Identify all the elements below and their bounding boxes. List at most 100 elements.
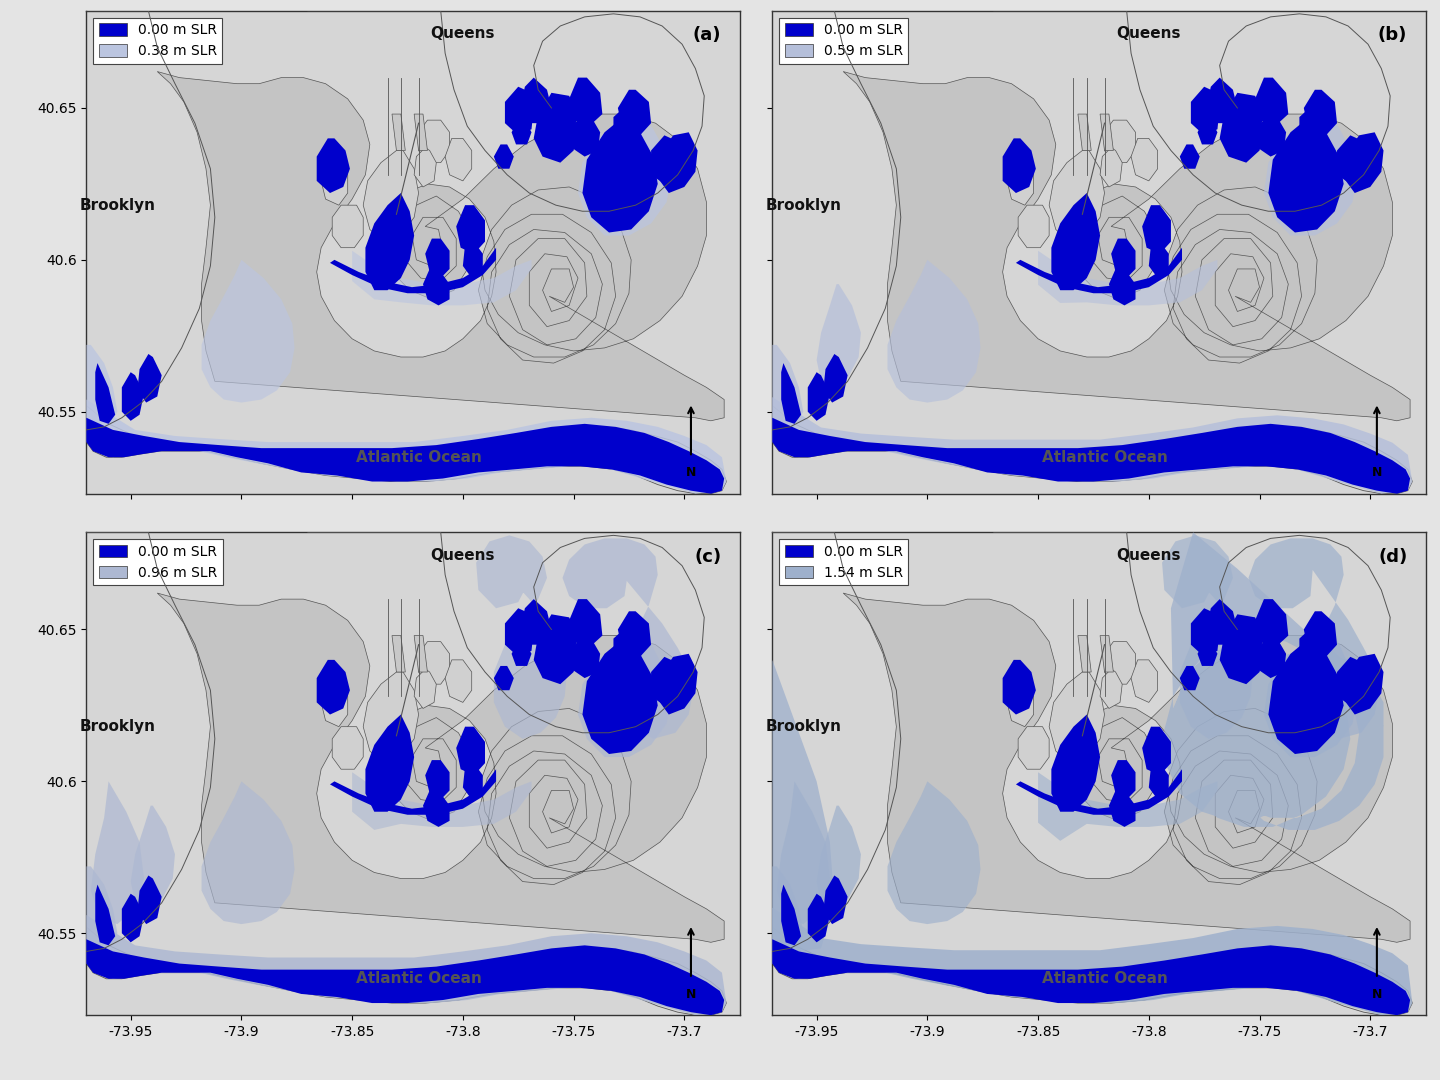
Polygon shape [462, 242, 482, 278]
Polygon shape [582, 114, 658, 232]
Polygon shape [772, 907, 1413, 1015]
Polygon shape [456, 727, 485, 775]
Text: Atlantic Ocean: Atlantic Ocean [1041, 449, 1168, 464]
Polygon shape [419, 642, 449, 684]
Polygon shape [1100, 114, 1113, 150]
Polygon shape [494, 145, 514, 168]
Polygon shape [1017, 247, 1182, 294]
Legend: 0.00 m SLR, 1.54 m SLR: 0.00 m SLR, 1.54 m SLR [779, 539, 909, 585]
Polygon shape [86, 915, 726, 1015]
Polygon shape [131, 806, 176, 909]
Polygon shape [1299, 105, 1328, 150]
Polygon shape [569, 78, 602, 126]
Polygon shape [618, 90, 651, 135]
Polygon shape [1220, 102, 1264, 163]
Polygon shape [772, 866, 804, 948]
Polygon shape [543, 615, 577, 660]
Polygon shape [366, 715, 415, 812]
Polygon shape [1220, 623, 1264, 684]
Polygon shape [202, 781, 295, 924]
Polygon shape [353, 251, 531, 306]
Polygon shape [780, 363, 801, 423]
Text: (c): (c) [694, 548, 721, 566]
Polygon shape [1228, 93, 1264, 138]
Polygon shape [1264, 616, 1356, 757]
Polygon shape [1248, 539, 1380, 739]
Polygon shape [1336, 657, 1365, 705]
Text: Brooklyn: Brooklyn [765, 719, 841, 734]
Polygon shape [137, 876, 161, 924]
Polygon shape [1207, 78, 1237, 123]
Polygon shape [363, 672, 419, 764]
Text: Queens: Queens [1116, 548, 1181, 563]
Polygon shape [618, 611, 651, 657]
Polygon shape [1017, 769, 1182, 814]
Polygon shape [772, 940, 1410, 1015]
Polygon shape [577, 108, 671, 235]
Polygon shape [392, 635, 405, 672]
Polygon shape [1256, 599, 1289, 648]
Polygon shape [1299, 626, 1328, 672]
Polygon shape [1336, 135, 1365, 184]
Polygon shape [505, 608, 534, 657]
Polygon shape [1018, 205, 1050, 247]
Polygon shape [780, 885, 801, 945]
Polygon shape [86, 866, 118, 948]
Polygon shape [1269, 635, 1344, 754]
Polygon shape [572, 114, 600, 157]
Polygon shape [613, 105, 642, 150]
Polygon shape [772, 406, 1413, 494]
Text: (d): (d) [1378, 548, 1407, 566]
Polygon shape [95, 363, 115, 423]
Polygon shape [1191, 608, 1220, 657]
Polygon shape [824, 876, 848, 924]
Polygon shape [658, 653, 697, 715]
Polygon shape [157, 71, 724, 421]
Polygon shape [1112, 239, 1136, 278]
Polygon shape [1142, 727, 1171, 775]
Polygon shape [321, 163, 347, 205]
Text: Atlantic Ocean: Atlantic Ocean [356, 449, 481, 464]
Text: Brooklyn: Brooklyn [765, 198, 841, 213]
Polygon shape [511, 120, 531, 145]
Polygon shape [1050, 150, 1104, 242]
Polygon shape [415, 635, 428, 672]
Polygon shape [1264, 106, 1356, 235]
Polygon shape [1038, 772, 1217, 841]
Polygon shape [577, 623, 671, 757]
Polygon shape [423, 269, 449, 306]
Polygon shape [1179, 666, 1200, 690]
Polygon shape [1149, 242, 1169, 278]
Polygon shape [425, 239, 449, 278]
Polygon shape [333, 205, 363, 247]
Text: Queens: Queens [431, 26, 495, 41]
Polygon shape [563, 539, 693, 739]
Polygon shape [1198, 642, 1217, 666]
Polygon shape [1228, 615, 1264, 660]
Polygon shape [572, 635, 600, 678]
Polygon shape [1051, 715, 1100, 812]
Text: N: N [1372, 467, 1382, 480]
Polygon shape [613, 626, 642, 672]
Polygon shape [520, 78, 552, 123]
Polygon shape [86, 940, 724, 1015]
Polygon shape [844, 71, 1410, 421]
Polygon shape [445, 660, 472, 702]
Polygon shape [1303, 611, 1336, 657]
Polygon shape [423, 791, 449, 827]
Legend: 0.00 m SLR, 0.59 m SLR: 0.00 m SLR, 0.59 m SLR [779, 17, 909, 64]
Polygon shape [321, 684, 347, 727]
Polygon shape [1130, 660, 1158, 702]
Polygon shape [808, 373, 829, 421]
Polygon shape [772, 397, 1413, 494]
Polygon shape [1142, 205, 1171, 254]
Polygon shape [808, 894, 829, 943]
Polygon shape [776, 781, 829, 924]
Polygon shape [86, 418, 724, 494]
Polygon shape [91, 781, 144, 924]
Text: Brooklyn: Brooklyn [79, 198, 156, 213]
Polygon shape [505, 86, 534, 135]
Polygon shape [353, 772, 531, 829]
Polygon shape [122, 373, 144, 421]
Polygon shape [1162, 536, 1253, 739]
